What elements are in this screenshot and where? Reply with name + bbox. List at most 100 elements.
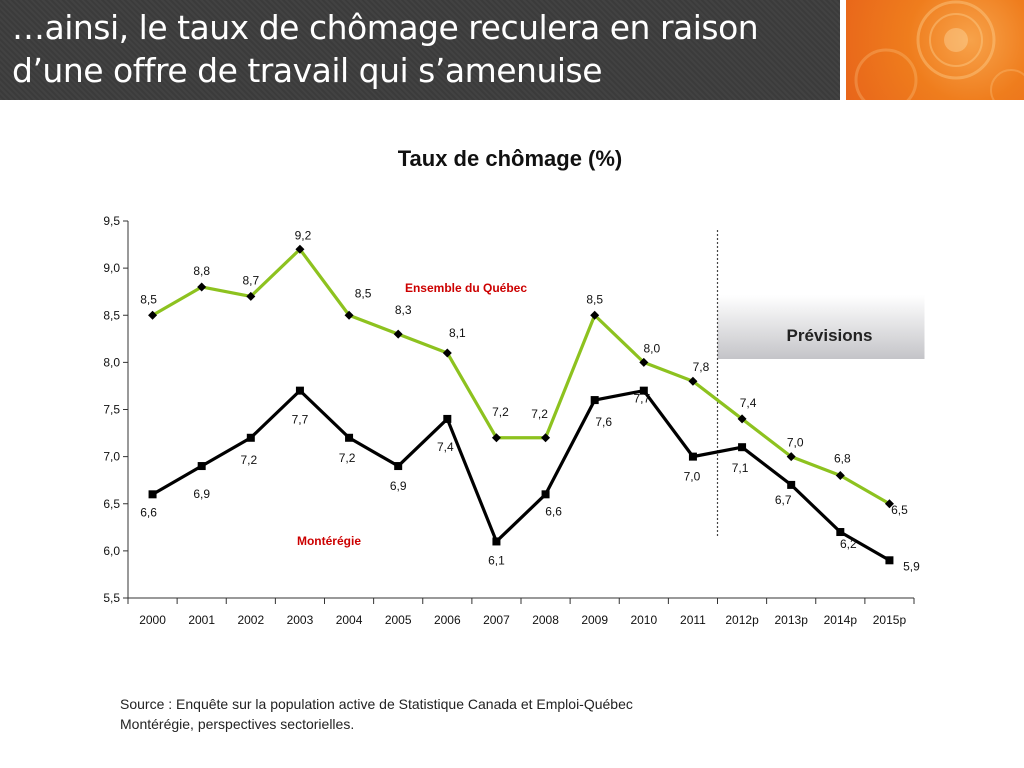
data-point-monteregie bbox=[443, 414, 452, 423]
x-tick-label: 2005 bbox=[385, 613, 412, 627]
x-tick-label: 2007 bbox=[483, 613, 510, 627]
data-label-monteregie: 7,7 bbox=[292, 413, 309, 427]
data-point-monteregie bbox=[541, 490, 550, 499]
data-point-monteregie bbox=[836, 528, 845, 537]
data-point-quebec bbox=[835, 470, 845, 480]
data-label-quebec: 7,4 bbox=[740, 396, 757, 410]
slide-title-line-1: …ainsi, le taux de chômage reculera en r… bbox=[12, 8, 759, 47]
y-tick-label: 7,0 bbox=[103, 450, 120, 464]
y-tick-label: 8,5 bbox=[103, 308, 120, 322]
data-label-quebec: 7,2 bbox=[531, 407, 548, 421]
data-point-quebec bbox=[541, 433, 551, 443]
y-tick-label: 8,0 bbox=[103, 355, 120, 369]
x-tick-label: 2015p bbox=[873, 613, 907, 627]
data-point-monteregie bbox=[787, 480, 796, 489]
data-point-monteregie bbox=[246, 433, 255, 442]
data-point-monteregie bbox=[394, 462, 403, 471]
data-label-quebec: 8,5 bbox=[586, 292, 603, 306]
data-label-monteregie: 7,4 bbox=[437, 440, 454, 454]
data-label-monteregie: 6,6 bbox=[140, 505, 157, 519]
unemployment-line-chart: Prévisions 5,5 6,0 6,5 7,0 7,5 8,0 8,5 9,0 9,5 200… bbox=[103, 214, 925, 627]
x-tick-label: 2013p bbox=[775, 613, 809, 627]
data-point-monteregie bbox=[492, 537, 501, 546]
forecast-label: Prévisions bbox=[787, 326, 873, 345]
data-label-monteregie: 7,2 bbox=[240, 453, 257, 467]
source-note: Source : Enquête sur la population activ… bbox=[120, 694, 820, 734]
x-tick-label: 2004 bbox=[336, 613, 363, 627]
x-tick-label: 2009 bbox=[581, 613, 608, 627]
data-point-monteregie bbox=[738, 443, 747, 452]
slide-title-line-2: d’une offre de travail qui s’amenuise bbox=[12, 51, 603, 90]
y-tick-label: 7,5 bbox=[103, 403, 120, 417]
data-label-monteregie: 6,2 bbox=[840, 537, 857, 551]
data-point-monteregie bbox=[639, 386, 648, 395]
data-label-monteregie: 7,7 bbox=[633, 392, 650, 406]
x-tick-label: 2000 bbox=[139, 613, 166, 627]
data-label-quebec: 8,8 bbox=[193, 264, 210, 278]
decorative-orange-panel bbox=[846, 0, 1024, 100]
chart-title: Taux de chômage (%) bbox=[397, 146, 623, 171]
x-tick-label: 2001 bbox=[188, 613, 215, 627]
data-label-quebec: 6,5 bbox=[891, 503, 908, 517]
data-point-monteregie bbox=[688, 452, 697, 461]
data-point-quebec bbox=[491, 433, 501, 443]
data-label-monteregie: 6,9 bbox=[390, 479, 407, 493]
forecast-box bbox=[717, 295, 925, 359]
data-label-quebec: 7,0 bbox=[787, 436, 804, 450]
series-line-quebec bbox=[151, 247, 891, 506]
data-point-quebec bbox=[148, 310, 158, 320]
header-divider bbox=[840, 0, 846, 100]
data-label-quebec: 8,3 bbox=[395, 303, 412, 317]
data-label-quebec: 9,2 bbox=[295, 228, 312, 242]
data-label-quebec: 8,5 bbox=[355, 286, 372, 300]
y-tick-label: 5,5 bbox=[103, 591, 120, 605]
data-label-monteregie: 6,7 bbox=[775, 493, 792, 507]
data-point-quebec bbox=[639, 357, 649, 367]
data-point-quebec bbox=[884, 499, 894, 509]
data-point-quebec bbox=[393, 329, 403, 339]
decorative-circles-icon bbox=[854, 0, 1024, 100]
data-label-monteregie: 7,1 bbox=[732, 461, 749, 475]
data-label-monteregie: 7,2 bbox=[339, 451, 356, 465]
x-tick-label: 2010 bbox=[630, 613, 657, 627]
series-name-monteregie: Montérégie bbox=[297, 534, 361, 548]
data-label-monteregie: 6,1 bbox=[488, 553, 505, 567]
data-label-monteregie: 7,0 bbox=[684, 470, 701, 484]
data-label-monteregie: 7,6 bbox=[595, 415, 612, 429]
source-line-2: Montérégie, perspectives sectorielles. bbox=[120, 716, 355, 732]
y-tick-label: 9,5 bbox=[103, 214, 120, 228]
data-label-monteregie: 5,9 bbox=[903, 559, 920, 573]
y-tick-label: 6,5 bbox=[103, 497, 120, 511]
data-point-quebec bbox=[197, 282, 207, 292]
x-tick-label: 2006 bbox=[434, 613, 461, 627]
data-point-monteregie bbox=[197, 462, 206, 471]
source-line-1: Source : Enquête sur la population activ… bbox=[120, 696, 633, 712]
data-point-quebec bbox=[344, 310, 354, 320]
x-tick-label: 2002 bbox=[237, 613, 264, 627]
data-point-monteregie bbox=[295, 386, 304, 395]
data-point-quebec bbox=[688, 376, 698, 386]
header-bar: …ainsi, le taux de chômage reculera en r… bbox=[0, 0, 840, 100]
y-tick-label: 6,0 bbox=[103, 544, 120, 558]
data-point-quebec bbox=[786, 452, 796, 462]
data-point-quebec bbox=[737, 414, 747, 424]
data-label-quebec: 6,8 bbox=[834, 451, 851, 465]
series-name-quebec: Ensemble du Québec bbox=[405, 281, 527, 295]
x-tick-label: 2003 bbox=[287, 613, 314, 627]
data-point-quebec bbox=[246, 291, 256, 301]
data-point-monteregie bbox=[885, 556, 894, 565]
data-label-quebec: 8,1 bbox=[449, 326, 466, 340]
data-label-quebec: 7,2 bbox=[492, 405, 509, 419]
data-point-quebec bbox=[442, 348, 452, 358]
data-label-quebec: 8,5 bbox=[140, 292, 157, 306]
slide-title: …ainsi, le taux de chômage reculera en r… bbox=[12, 6, 832, 92]
x-tick-label: 2014p bbox=[824, 613, 858, 627]
data-point-quebec bbox=[590, 310, 600, 320]
series-line-monteregie bbox=[151, 389, 891, 562]
data-label-monteregie: 6,9 bbox=[193, 487, 210, 501]
data-label-quebec: 7,8 bbox=[693, 360, 710, 374]
data-label-quebec: 8,7 bbox=[242, 273, 259, 287]
data-label-monteregie: 6,6 bbox=[545, 504, 562, 518]
data-label-quebec: 8,0 bbox=[643, 341, 660, 355]
data-point-quebec bbox=[295, 244, 305, 254]
